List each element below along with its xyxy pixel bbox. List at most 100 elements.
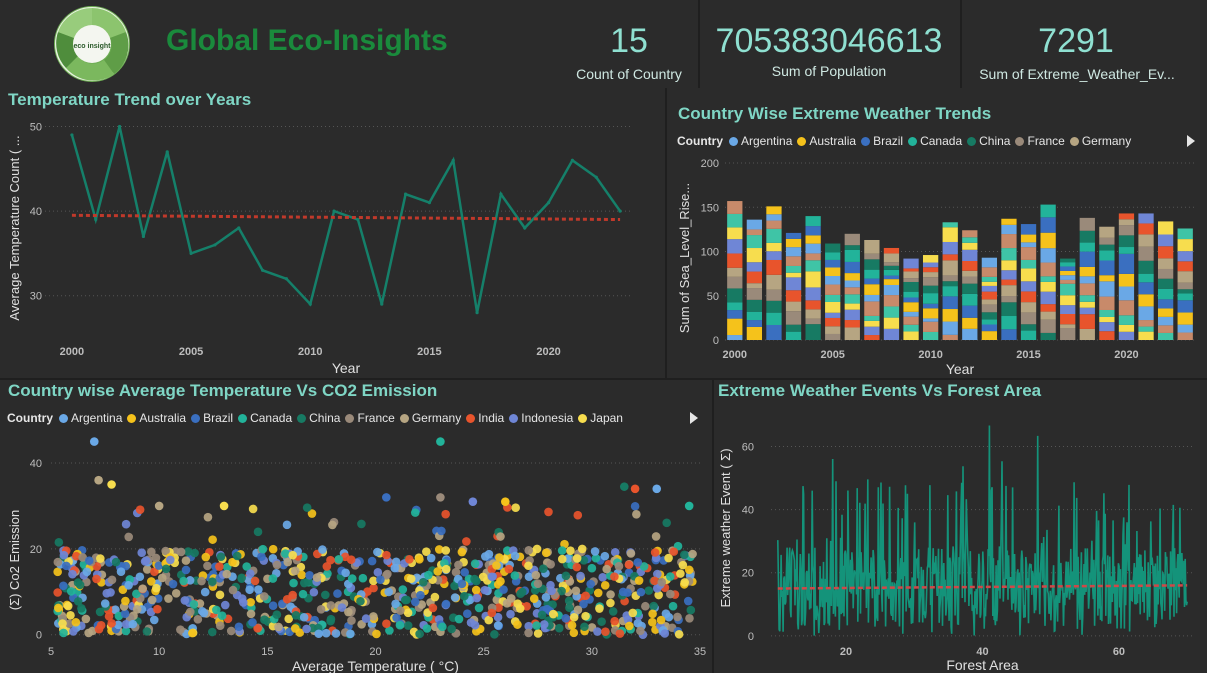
bar-segment	[1138, 326, 1154, 332]
x-tick-label: 2000	[60, 346, 84, 358]
scatter-point	[390, 563, 400, 573]
dashboard-title: Global Eco-Insights	[166, 24, 448, 57]
scatter-point	[254, 585, 263, 594]
legend-item-canada[interactable]: Canada	[908, 134, 962, 148]
scatter-point	[121, 561, 131, 571]
panel-temp-trend	[0, 88, 665, 378]
scatter-point	[59, 628, 68, 638]
scatter-point	[557, 546, 567, 555]
bar-segment	[727, 310, 743, 319]
legend-extreme-weather[interactable]: Country Argentina Australia Brazil Canada Chi…	[677, 134, 1136, 148]
bar-segment	[766, 251, 782, 260]
scatter-point	[561, 614, 571, 623]
legend-item-argentina[interactable]: Argentina	[729, 134, 792, 148]
bar-segment	[1040, 319, 1056, 333]
bar-segment	[746, 262, 763, 272]
scatter-point	[415, 629, 424, 639]
bar-segment	[942, 321, 958, 335]
legend-item-argentina[interactable]: Argentina	[59, 411, 122, 425]
bar-segment	[883, 262, 900, 266]
data-point	[403, 192, 408, 196]
scatter-point	[382, 619, 391, 629]
scatter-point	[66, 611, 75, 620]
bar-segment	[1040, 217, 1056, 233]
legend-label: China	[979, 134, 1011, 148]
scatter-point	[533, 579, 543, 588]
scatter-point	[680, 550, 689, 560]
chart-temp-trend: 30 40 50 2000 2005 2010 2015 2020 Year Average Te…	[7, 121, 632, 376]
legend-item-indonesia[interactable]: Indonesia	[509, 411, 573, 425]
legend-swatch	[861, 136, 871, 146]
y-axis-title: Sum of Sea_Level_Rise...	[677, 183, 692, 333]
scatter-point	[121, 626, 131, 636]
scatter-point	[147, 547, 156, 557]
data-point	[94, 217, 98, 222]
scatter-point	[132, 589, 141, 599]
bar-segment	[922, 285, 939, 294]
scatter-point	[531, 570, 541, 580]
scatter-point	[493, 621, 503, 630]
bar-segment	[1099, 281, 1115, 297]
y-tick-label: 60	[742, 442, 754, 454]
legend-item-india[interactable]: India	[466, 411, 504, 425]
legend-item-france[interactable]: France	[345, 411, 395, 425]
scatter-point	[150, 567, 159, 576]
legend-item-japan[interactable]: Japan	[578, 411, 623, 425]
bar-segment	[1040, 281, 1056, 292]
bar-segment	[844, 273, 860, 281]
bar-segment	[844, 320, 860, 328]
series-line-temperature	[70, 126, 622, 313]
scatter-point	[217, 611, 227, 621]
scatter-point	[347, 574, 357, 583]
scatter-point	[283, 557, 293, 567]
legend-item-china[interactable]: China	[967, 134, 1010, 148]
bar-segment	[1157, 268, 1174, 279]
scatter-point	[116, 567, 126, 576]
legend-swatch	[1015, 136, 1025, 146]
data-point	[451, 158, 455, 162]
legend-item-france[interactable]: France	[1015, 134, 1065, 148]
scatter-point	[53, 557, 63, 567]
bar-segment	[981, 324, 998, 332]
legend-temp-vs-co2[interactable]: Country Argentina Australia Brazil Canada Chi…	[7, 411, 628, 425]
scatter-point	[208, 535, 217, 544]
legend-item-brazil[interactable]: Brazil	[861, 134, 903, 148]
scatter-point-outlier	[436, 493, 445, 502]
scatter-point	[415, 555, 424, 564]
legend-item-australia[interactable]: Australia	[127, 411, 186, 425]
scatter-point	[547, 586, 556, 596]
data-point	[237, 226, 241, 230]
legend-item-germany[interactable]: Germany	[399, 411, 461, 425]
bar-segment	[864, 269, 880, 279]
legend-item-germany[interactable]: Germany	[1069, 134, 1131, 148]
scatter-point	[181, 565, 191, 575]
bar-segment	[1040, 332, 1056, 340]
scatter-point	[487, 608, 497, 618]
legend-item-australia[interactable]: Australia	[797, 134, 856, 148]
scatter-point	[665, 572, 675, 581]
scatter-point	[373, 547, 382, 557]
kpi-value-country: 15	[610, 22, 648, 60]
bar-segment	[864, 259, 880, 270]
legend-next-arrow-scatter[interactable]	[690, 412, 698, 424]
bar-segment	[727, 267, 743, 277]
legend-swatch	[1069, 136, 1079, 146]
scatter-point	[657, 577, 667, 587]
scatter-point	[593, 588, 603, 598]
legend-item-canada[interactable]: Canada	[238, 411, 292, 425]
bar-segment	[883, 269, 900, 276]
chart-temp-vs-co2: 0 20 40 5 10 15 20 25 30 35 Average Temperature ( …	[7, 437, 706, 673]
scatter-point	[284, 614, 294, 624]
bar-segment	[981, 281, 998, 286]
scatter-point	[369, 576, 378, 586]
bar-segment	[805, 235, 821, 244]
scatter-point	[250, 576, 260, 586]
scatter-point	[557, 554, 567, 564]
scatter-point	[541, 593, 551, 602]
legend-item-china[interactable]: China	[297, 411, 340, 425]
legend-item-brazil[interactable]: Brazil	[191, 411, 233, 425]
legend-next-arrow-bar[interactable]	[1187, 135, 1195, 147]
scatter-point	[598, 572, 608, 582]
scatter-point	[193, 615, 203, 624]
scatter-point	[121, 596, 130, 606]
